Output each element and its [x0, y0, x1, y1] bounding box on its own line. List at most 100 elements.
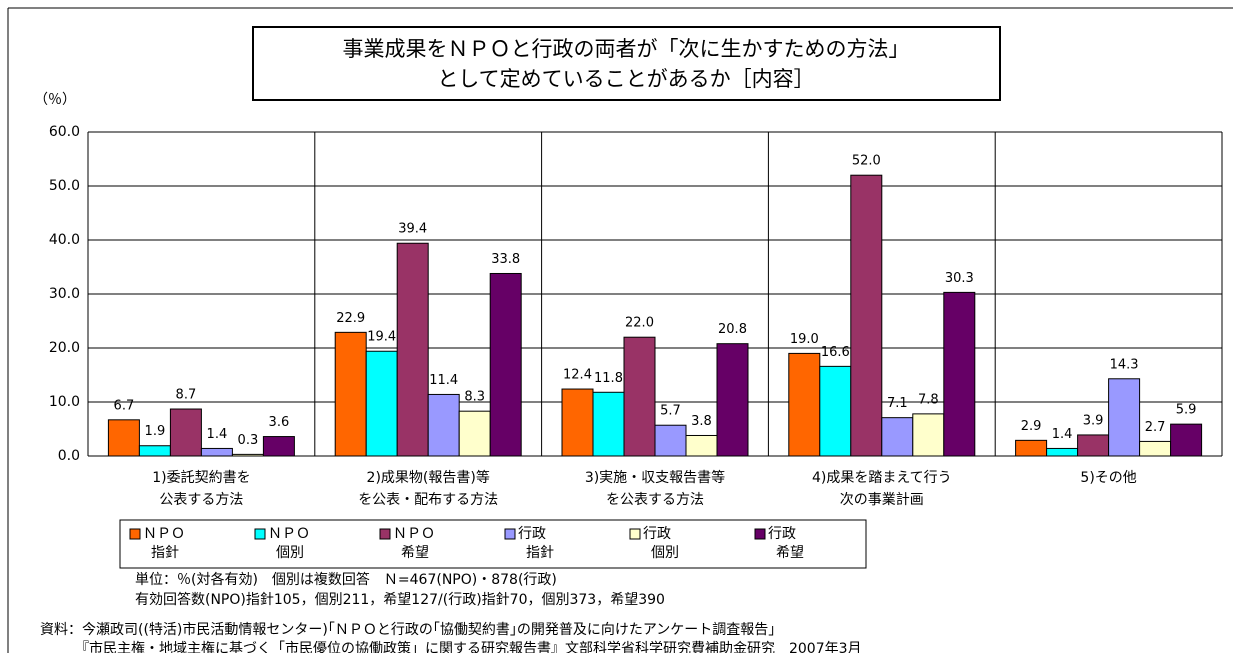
note: 有効回答数(NPO)指針105，個別211，希望127/(行政)指針70，個別3…: [135, 591, 665, 608]
legend-label: 個別: [651, 545, 679, 561]
legend-swatch: [504, 528, 516, 540]
chart-title: として定めていることがあるか［内容］: [437, 67, 814, 91]
bar: [788, 352, 821, 457]
value-label: 7.8: [918, 392, 939, 407]
chart-title: 事業成果をＮＰＯと行政の両者が「次に生かすための方法」: [343, 37, 910, 61]
value-label: 30.3: [945, 271, 974, 286]
value-label: 3.8: [691, 414, 712, 429]
y-tick-label: 20.0: [49, 340, 80, 356]
x-tick-label: 4)成果を踏まえて行う: [812, 470, 952, 486]
bar: [850, 174, 883, 457]
bar: [561, 388, 594, 457]
bar: [1139, 440, 1172, 457]
value-label: 1.9: [145, 424, 166, 439]
value-label: 20.8: [718, 322, 747, 337]
value-label: 5.9: [1176, 403, 1197, 418]
value-label: 1.4: [207, 427, 228, 442]
bar: [489, 272, 522, 457]
bar: [592, 391, 625, 457]
value-label: 7.1: [887, 396, 908, 411]
value-label: 52.0: [852, 154, 881, 169]
bar: [819, 365, 852, 457]
bar: [107, 419, 140, 457]
bar: [200, 447, 233, 457]
bar: [396, 242, 429, 457]
bar: [1108, 378, 1141, 457]
value-label: 5.7: [660, 404, 681, 419]
legend-label: ＮＰＯ: [143, 526, 185, 542]
value-label: 22.9: [336, 311, 365, 326]
bar: [334, 331, 367, 457]
value-label: 12.4: [563, 368, 592, 383]
value-label: 0.3: [238, 433, 259, 448]
bar: [169, 408, 202, 457]
bar: [1170, 423, 1203, 457]
bar: [365, 350, 398, 457]
bar: [1015, 439, 1048, 457]
title-box: [252, 26, 1001, 101]
y-tick-label: 60.0: [49, 124, 80, 140]
legend-label: 行政: [768, 526, 796, 542]
y-tick-label: 30.0: [49, 286, 80, 302]
bar: [685, 434, 718, 457]
value-label: 19.4: [367, 330, 396, 345]
x-tick-label: 2)成果物(報告書)等: [367, 469, 490, 486]
legend-box: [119, 519, 867, 569]
bar: [716, 343, 749, 457]
y-axis-label: （％）: [34, 92, 76, 108]
value-label: 39.4: [398, 222, 427, 237]
bar: [262, 436, 295, 457]
y-tick-label: 0.0: [58, 448, 80, 464]
value-label: 22.0: [625, 316, 654, 331]
y-tick-label: 40.0: [49, 232, 80, 248]
value-label: 11.4: [429, 373, 458, 388]
value-label: 14.3: [1110, 357, 1139, 372]
legend-label: 行政: [643, 526, 671, 542]
legend-label: 指針: [526, 545, 554, 561]
bar: [881, 417, 914, 457]
value-label: 11.8: [594, 371, 623, 386]
x-tick-label: 次の事業計画: [840, 492, 924, 508]
legend-label: 指針: [151, 545, 179, 561]
x-tick-label: 公表する方法: [159, 492, 243, 508]
legend-label: 希望: [401, 545, 429, 561]
y-tick-label: 50.0: [49, 178, 80, 194]
source: 『市民主権・地域主権に基づく「市民優位の協働政策」に関する研究報告書』文部科学省…: [75, 640, 862, 653]
legend-swatch: [379, 528, 391, 540]
legend-swatch: [629, 528, 641, 540]
bar: [623, 336, 656, 457]
bar: [231, 453, 264, 457]
value-label: 6.7: [114, 398, 135, 413]
x-tick-label: を公表・配布する方法: [358, 492, 498, 508]
value-label: 8.3: [464, 390, 485, 405]
value-label: 33.8: [491, 252, 520, 267]
value-label: 2.9: [1021, 419, 1042, 434]
bar: [138, 445, 171, 457]
bar: [1046, 447, 1079, 457]
x-tick-label: を公表する方法: [606, 492, 704, 508]
bar: [943, 291, 976, 457]
bar: [654, 424, 687, 457]
x-tick-label: 3)実施・収支報告書等: [585, 469, 725, 486]
bar: [1077, 434, 1110, 457]
legend-label: ＮＰＯ: [393, 526, 435, 542]
bar: [912, 413, 945, 457]
value-label: 16.6: [821, 345, 850, 360]
value-label: 1.4: [1052, 427, 1073, 442]
legend-label: 行政: [518, 526, 546, 542]
y-tick-label: 10.0: [49, 394, 80, 410]
note: 単位：％(対各有効) 個別は複数回答 Ｎ=467(NPO)・878(行政): [135, 571, 557, 588]
value-label: 3.9: [1083, 413, 1104, 428]
source: 資料：今瀬政司((特活)市民活動情報センター)｢ＮＰＯと行政の｢協働契約書｣の開…: [40, 621, 775, 638]
legend-swatch: [754, 528, 766, 540]
x-tick-label: 5)その他: [1080, 470, 1136, 486]
bar: [427, 393, 460, 457]
legend-label: 個別: [276, 545, 304, 561]
bar: [458, 410, 491, 457]
value-label: 2.7: [1145, 420, 1166, 435]
legend-swatch: [254, 528, 266, 540]
value-label: 3.6: [269, 415, 290, 430]
legend-swatch: [129, 528, 141, 540]
legend-label: 希望: [776, 545, 804, 561]
